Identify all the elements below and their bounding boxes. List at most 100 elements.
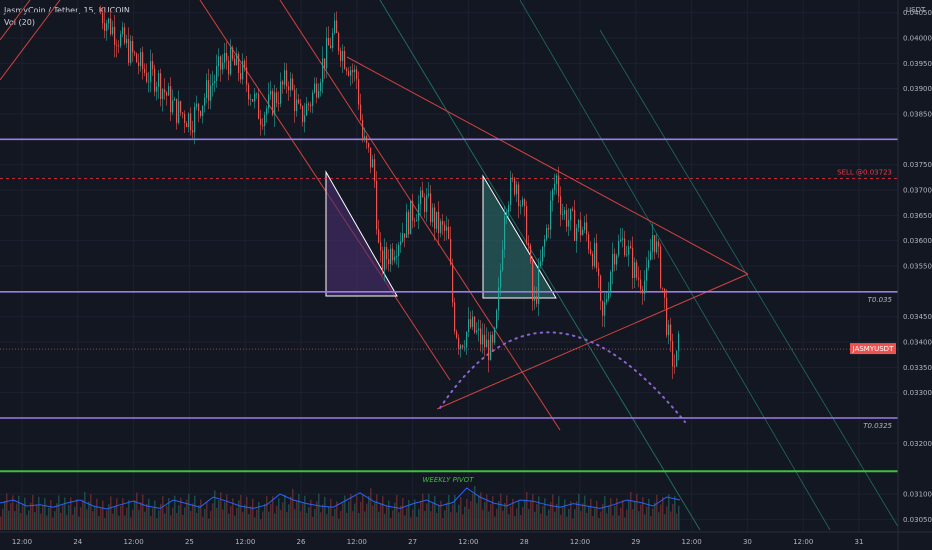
volume-bar bbox=[202, 516, 204, 530]
candle-body bbox=[522, 199, 524, 206]
volume-bar bbox=[204, 508, 206, 530]
volume-bar bbox=[358, 513, 360, 530]
projection-arc[interactable] bbox=[439, 331, 686, 423]
candle-body bbox=[498, 287, 500, 311]
candle-body bbox=[390, 248, 392, 265]
volume-bar bbox=[380, 504, 382, 530]
volume-bar bbox=[640, 504, 642, 530]
volume-bar bbox=[554, 511, 556, 530]
candle-body bbox=[440, 221, 442, 233]
y-tick-label: 0.03350 bbox=[903, 364, 932, 372]
volume-bar bbox=[426, 503, 428, 530]
candle-body bbox=[626, 254, 628, 256]
volume-bar bbox=[354, 503, 356, 530]
volume-bar bbox=[344, 495, 346, 530]
candle-body bbox=[662, 287, 664, 289]
channel-line-upper[interactable] bbox=[199, 0, 451, 381]
candle-body bbox=[332, 32, 334, 48]
candle-body bbox=[476, 330, 478, 333]
candle-body bbox=[342, 50, 344, 61]
candle-body bbox=[300, 103, 302, 107]
y-tick-label: 0.03900 bbox=[903, 85, 932, 93]
volume-bar bbox=[94, 506, 96, 530]
channel-line-teal-3[interactable] bbox=[599, 29, 901, 531]
volume-bar bbox=[92, 511, 94, 530]
candle-body bbox=[114, 26, 116, 46]
volume-bar bbox=[620, 507, 622, 530]
triangle-upper-line[interactable] bbox=[346, 56, 749, 275]
volume-bar bbox=[314, 509, 316, 530]
candle-body bbox=[642, 289, 644, 294]
volume-bar bbox=[356, 495, 358, 530]
volume-bar bbox=[542, 505, 544, 530]
volume-bar bbox=[150, 516, 152, 530]
volume-bar bbox=[642, 496, 644, 530]
candles bbox=[100, 5, 680, 380]
volume-bar bbox=[110, 496, 112, 530]
candle-body bbox=[260, 118, 262, 125]
volume-bar bbox=[656, 494, 658, 530]
volume-bar bbox=[534, 511, 536, 530]
volume-bar bbox=[624, 517, 626, 530]
candle-body bbox=[290, 78, 292, 91]
volume-bar bbox=[464, 506, 466, 530]
volume-bar bbox=[248, 514, 250, 530]
volume-bar bbox=[82, 499, 84, 530]
level-note: SELL @0.03723 bbox=[837, 168, 892, 176]
volume-bar bbox=[412, 509, 414, 530]
x-tick-label: 12:00 bbox=[458, 538, 478, 546]
volume-bar bbox=[12, 495, 14, 530]
candle-body bbox=[132, 41, 134, 53]
volume-bar bbox=[570, 501, 572, 530]
candle-body bbox=[450, 238, 452, 265]
candle-body bbox=[590, 249, 592, 254]
channel-line-teal-2[interactable] bbox=[519, 0, 831, 531]
volume-bar bbox=[278, 498, 280, 530]
volume-bar bbox=[128, 500, 130, 530]
volume-bar bbox=[572, 518, 574, 530]
volume-bar bbox=[508, 514, 510, 530]
candle-body bbox=[556, 175, 558, 184]
volume-bar bbox=[164, 513, 166, 530]
volume-bar bbox=[112, 513, 114, 530]
volume-bar bbox=[568, 508, 570, 530]
volume-bar bbox=[536, 504, 538, 530]
volume-bar bbox=[310, 499, 312, 530]
volume-bar bbox=[24, 497, 26, 530]
volume-bar bbox=[556, 503, 558, 530]
volume-bar bbox=[578, 493, 580, 530]
level-note: T0.035 bbox=[868, 296, 893, 304]
candle-body bbox=[472, 316, 474, 327]
volume-bar bbox=[64, 497, 66, 530]
volume-bar bbox=[408, 499, 410, 530]
candle-body bbox=[240, 72, 242, 80]
volume-bar bbox=[156, 518, 158, 530]
candle-body bbox=[122, 27, 124, 35]
candle-body bbox=[274, 92, 276, 115]
volume-bar bbox=[458, 504, 460, 530]
candle-body bbox=[586, 222, 588, 235]
candle-body bbox=[624, 238, 626, 256]
volume-bar bbox=[302, 503, 304, 530]
volume-bar bbox=[216, 507, 218, 530]
candle-body bbox=[506, 212, 508, 217]
candle-body bbox=[412, 200, 414, 221]
volume-bar bbox=[244, 504, 246, 530]
trend-line-left-2[interactable] bbox=[0, 0, 31, 41]
volume-bar bbox=[384, 513, 386, 530]
volume-bar bbox=[456, 512, 458, 530]
candle-body bbox=[424, 197, 426, 212]
candle-body bbox=[640, 279, 642, 290]
volume-bar bbox=[288, 504, 290, 530]
flag-triangle-right[interactable] bbox=[482, 174, 557, 299]
volume-bar bbox=[544, 498, 546, 530]
candle-body bbox=[428, 193, 430, 196]
volume-bar bbox=[80, 507, 82, 530]
volume-bar bbox=[68, 504, 70, 530]
flag-triangle-left[interactable] bbox=[325, 170, 398, 297]
volume-bar bbox=[552, 494, 554, 530]
volume-bar bbox=[194, 495, 196, 530]
candle-body bbox=[408, 211, 410, 235]
trend-line-left[interactable] bbox=[0, 0, 61, 81]
